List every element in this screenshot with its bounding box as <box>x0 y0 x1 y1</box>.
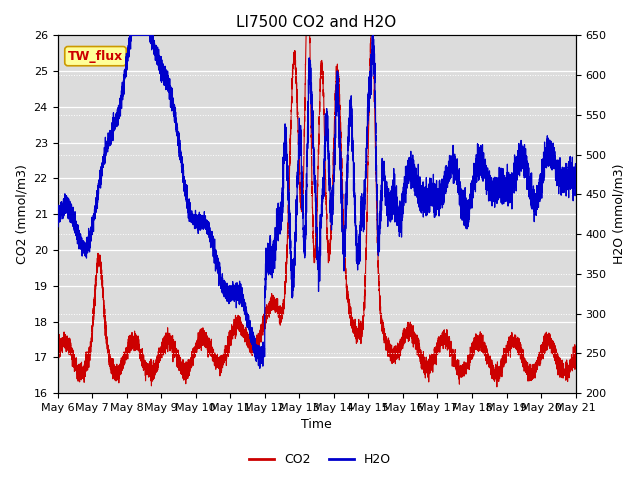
Y-axis label: H2O (mmol/m3): H2O (mmol/m3) <box>612 164 625 264</box>
Y-axis label: CO2 (mmol/m3): CO2 (mmol/m3) <box>15 164 28 264</box>
Text: TW_flux: TW_flux <box>68 49 123 63</box>
X-axis label: Time: Time <box>301 419 332 432</box>
Legend: CO2, H2O: CO2, H2O <box>244 448 396 471</box>
Title: LI7500 CO2 and H2O: LI7500 CO2 and H2O <box>236 15 397 30</box>
